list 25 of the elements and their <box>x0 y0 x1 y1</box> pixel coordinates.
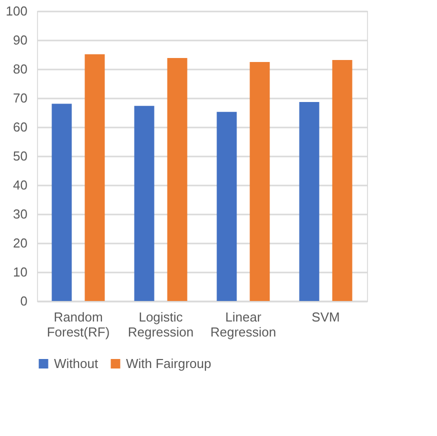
y-tick-label: 50 <box>13 148 28 164</box>
y-tick-label: 100 <box>6 4 28 18</box>
y-tick-label: 40 <box>13 178 28 192</box>
bar <box>250 62 270 301</box>
y-tick-label: 90 <box>13 32 28 48</box>
x-tick-label: Logistic Regression <box>128 310 194 340</box>
legend-label: With Fairgroup <box>126 356 212 371</box>
bar <box>52 104 72 301</box>
y-tick-label: 0 <box>20 294 28 308</box>
y-tick-label: 60 <box>13 120 28 134</box>
y-tick-label: 80 <box>13 62 28 76</box>
bar <box>299 102 320 301</box>
x-tick-label: Linear Regression <box>210 310 276 340</box>
y-tick-label: 20 <box>13 236 28 250</box>
y-tick-label: 70 <box>13 90 28 106</box>
bar <box>84 54 105 301</box>
bar <box>167 58 188 301</box>
x-tick-label: SVM <box>312 310 340 324</box>
bar <box>332 60 352 301</box>
legend-label: Without <box>54 356 98 371</box>
x-tick-label: Random Forest(RF) <box>46 310 110 340</box>
bar <box>134 106 154 301</box>
bar <box>216 112 237 301</box>
y-tick-label: 10 <box>13 264 28 280</box>
y-tick-label: 30 <box>13 206 28 222</box>
